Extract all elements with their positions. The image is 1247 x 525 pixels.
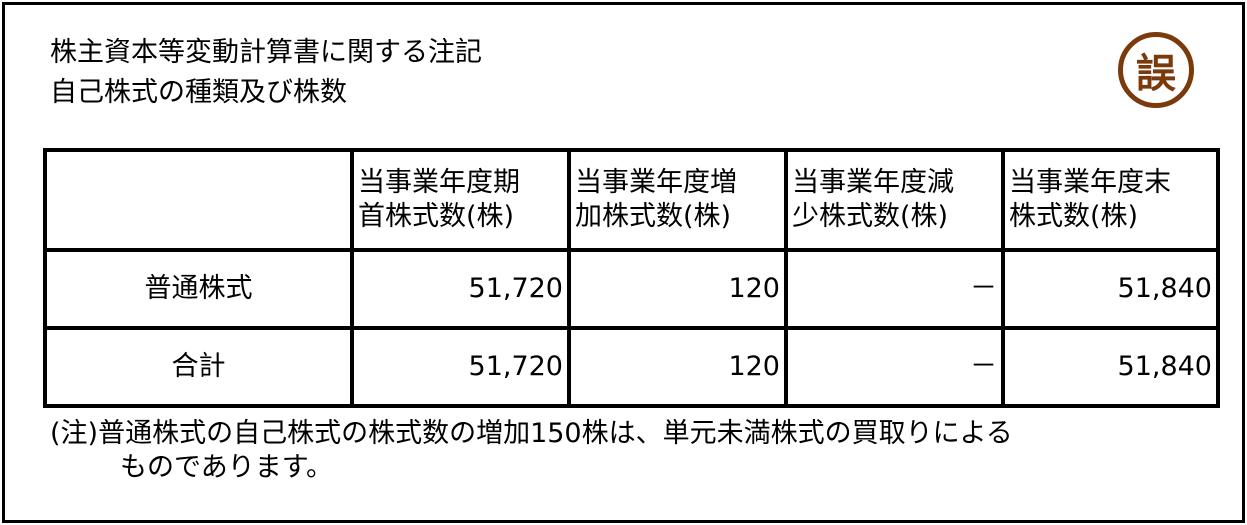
table-row: 合計 51,720 120 － 51,840 <box>43 326 1220 408</box>
header-line: 当事業年度増 <box>575 167 737 198</box>
treasury-stock-table: 当事業年度期 首株式数(株) 当事業年度増 加株式数(株) 当事業年度減 少株式数(株… <box>43 148 1220 408</box>
row-label: 合計 <box>43 326 354 408</box>
cell-value: 120 <box>567 248 788 330</box>
header-closing-shares: 当事業年度末 株式数(株) <box>1001 148 1220 252</box>
cell-value: － <box>784 248 1005 330</box>
cell-value: － <box>784 326 1005 408</box>
footnote-line-2: ものであります。 <box>120 452 334 483</box>
table-row: 普通株式 51,720 120 － 51,840 <box>43 248 1220 330</box>
cell-value: 51,840 <box>1001 326 1220 408</box>
header-line: 当事業年度減 <box>792 167 954 198</box>
header-row: 当事業年度期 首株式数(株) 当事業年度増 加株式数(株) 当事業年度減 少株式数(株… <box>43 148 1220 252</box>
cell-value: 51,720 <box>350 326 571 408</box>
title-line-1: 株主資本等変動計算書に関する注記 <box>50 37 482 68</box>
cell-value: 51,840 <box>1001 248 1220 330</box>
footnote-line-1: (注)普通株式の自己株式の株式数の増加150株は、単元未満株式の買取りによる <box>50 418 1013 449</box>
header-increase-shares: 当事業年度増 加株式数(株) <box>567 148 788 252</box>
header-decrease-shares: 当事業年度減 少株式数(株) <box>784 148 1005 252</box>
header-line: 首株式数(株) <box>358 201 515 232</box>
header-line: 当事業年度末 <box>1009 167 1171 198</box>
header-line: 加株式数(株) <box>575 201 732 232</box>
error-stamp: 誤 <box>1118 32 1194 108</box>
header-opening-shares: 当事業年度期 首株式数(株) <box>350 148 571 252</box>
title-line-2: 自己株式の種類及び株数 <box>50 77 347 108</box>
cell-value: 120 <box>567 326 788 408</box>
header-blank <box>43 148 354 252</box>
header-line: 少株式数(株) <box>792 201 949 232</box>
cell-value: 51,720 <box>350 248 571 330</box>
header-line: 株式数(株) <box>1009 201 1139 232</box>
row-label: 普通株式 <box>43 248 354 330</box>
header-line: 当事業年度期 <box>358 167 520 198</box>
